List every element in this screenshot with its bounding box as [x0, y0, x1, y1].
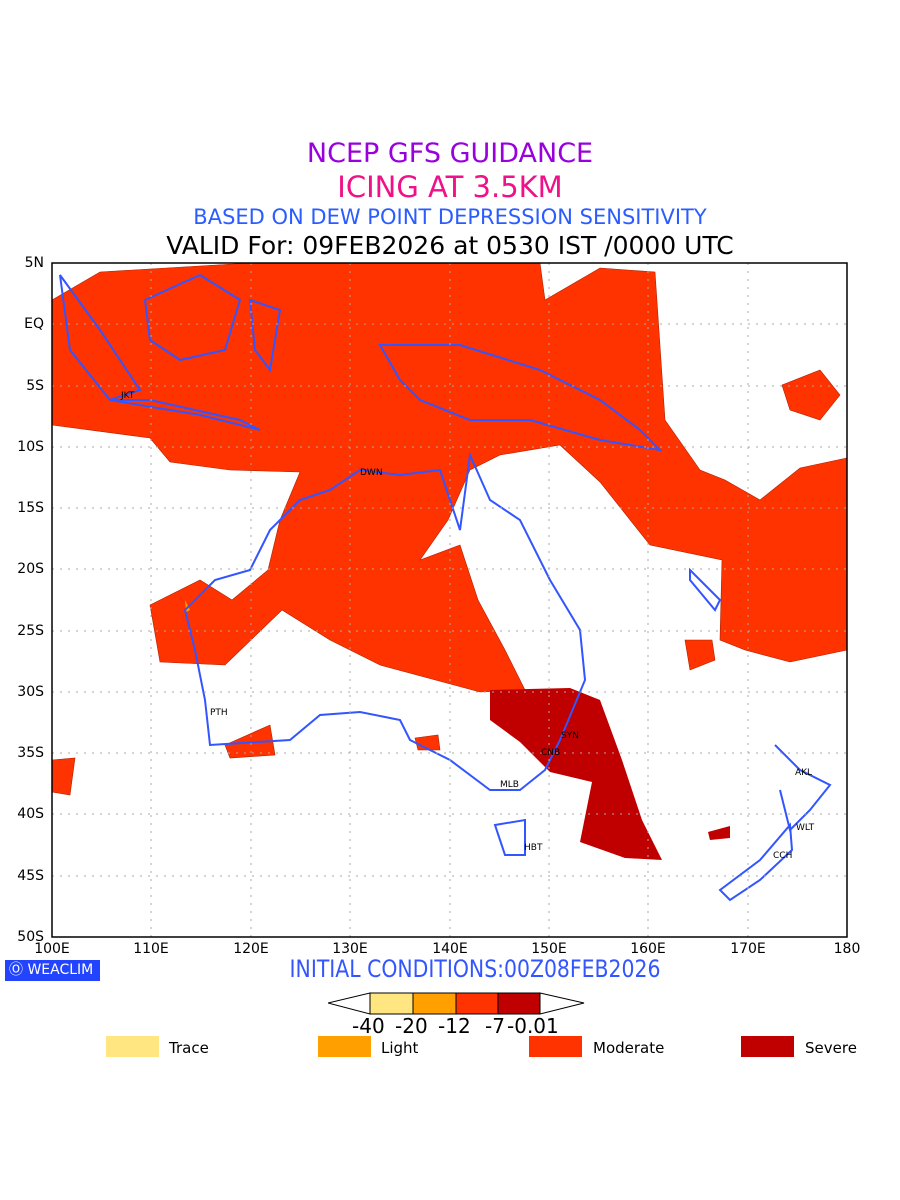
lat-label: 15S [17, 500, 44, 516]
lon-label: 130E [332, 941, 368, 957]
city-label: HBT [524, 843, 543, 853]
lat-label: 10S [17, 439, 44, 455]
map-grid [52, 263, 847, 937]
lon-label: 180 [833, 941, 861, 957]
legend-swatch-moderate [529, 1036, 582, 1057]
city-label: DWN [360, 468, 383, 478]
colorbar-swatch-severe [497, 992, 541, 1015]
colorbar-right-arrow [539, 992, 585, 1015]
legend-swatch-severe [741, 1036, 794, 1057]
lat-label: EQ [24, 316, 44, 332]
city-label: JKT [121, 391, 135, 401]
colorbar-label: -20 [395, 1014, 428, 1038]
colorbar [328, 992, 585, 1015]
colorbar-swatch-moderate [455, 992, 499, 1015]
lon-label: 120E [233, 941, 269, 957]
title-method: BASED ON DEW POINT DEPRESSION SENSITIVIT… [193, 205, 707, 229]
city-label: SYN [561, 731, 579, 741]
city-label: CCH [773, 851, 793, 861]
lat-label: 5N [24, 255, 44, 271]
colorbar-left-arrow [328, 992, 371, 1015]
colorbar-label: -40 [352, 1014, 385, 1038]
lat-label: 50S [17, 929, 44, 945]
lat-label: 40S [17, 806, 44, 822]
city-label: WLT [796, 823, 815, 833]
title-product: ICING AT 3.5KM [337, 170, 563, 204]
city-label: PTH [210, 708, 228, 718]
colorbar-label: -0.01 [507, 1014, 559, 1038]
city-label: CNB [541, 748, 561, 758]
lon-label: 100E [34, 941, 70, 957]
city-label: MLB [500, 780, 519, 790]
lon-label: 140E [432, 941, 468, 957]
severe-icing-area [490, 688, 730, 860]
map-frame [51, 262, 848, 938]
legend-swatch-light [318, 1036, 371, 1057]
city-label: AKL [795, 768, 813, 778]
legend-label-light: Light [381, 1039, 419, 1057]
copyright-icon: Ⓞ [9, 962, 23, 978]
colorbar-label: -7 [485, 1014, 505, 1038]
lat-label: 45S [17, 868, 44, 884]
lon-label: 110E [133, 941, 169, 957]
coastlines [59, 273, 832, 902]
legend-swatch-trace [106, 1036, 159, 1057]
lon-label: 170E [730, 941, 766, 957]
legend-label-severe: Severe [805, 1039, 857, 1057]
lat-label: 35S [17, 745, 44, 761]
lat-label: 25S [17, 623, 44, 639]
lon-label: 160E [630, 941, 666, 957]
colorbar-label: -12 [438, 1014, 471, 1038]
weaclim-logo: Ⓞ WEACLIM [5, 960, 100, 981]
title-valid-time: VALID For: 09FEB2026 at 0530 IST /0000 U… [166, 231, 734, 260]
legend-label-moderate: Moderate [593, 1039, 665, 1057]
lon-label: 150E [531, 941, 567, 957]
logo-text: WEACLIM [27, 962, 94, 978]
title-model: NCEP GFS GUIDANCE [306, 138, 594, 169]
initial-conditions: INITIAL CONDITIONS:00Z08FEB2026 [289, 955, 661, 983]
legend-label-trace: Trace [169, 1039, 209, 1057]
lat-label: 30S [17, 684, 44, 700]
lat-label: 5S [26, 378, 44, 394]
colorbar-swatch-trace [369, 992, 414, 1015]
colorbar-swatch-light [412, 992, 457, 1015]
lat-label: 20S [17, 561, 44, 577]
